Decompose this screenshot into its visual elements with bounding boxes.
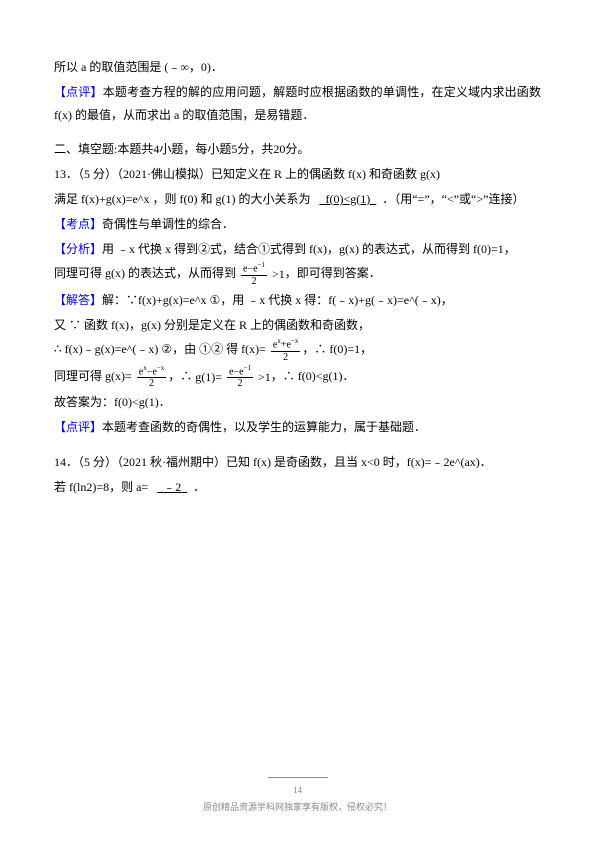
q13-stem-after: ．（用“=”，“<”或“>”连接） (382, 192, 524, 206)
dianping-tag-2: 【点评】 (54, 420, 102, 434)
fenxi-l2: 同理可得 g(x) 的表达式，从而得到 (54, 266, 236, 280)
page-number: 14 (0, 782, 595, 799)
q13-blank: f(0)<g(1) (313, 192, 382, 206)
inline-frac-3: ex−e−x 2 (137, 365, 166, 389)
jieda-l3: ∴ f(x)﹣g(x)=e^(﹣x) ②，由 ①② 得 f(x)= ex+e−x… (54, 338, 541, 362)
q13-jieda: 【解答】解：∵f(x)+g(x)=e^x ①，用 ﹣x 代换 x 得：f(﹣x)… (54, 289, 541, 312)
jieda-l2: 又 ∵ 函数 f(x)，g(x) 分别是定义在 R 上的偶函数和奇函数， (54, 314, 541, 337)
q14-blank: ﹣2 (151, 480, 193, 494)
q14-stem: 14．（5 分）（2021 秋·福州期中）已知 f(x) 是奇函数，且当 x<0… (54, 451, 541, 474)
q14-l2: 若 f(ln2)=8，则 a= ﹣2 ． (54, 476, 541, 499)
kaodian-body: 奇偶性与单调性的综合． (102, 217, 234, 231)
q13-stem-pre: （5 分）（2021·佛山模拟）已知定义在 R 上的偶函数 f(x) 和奇函数 … (78, 167, 440, 181)
fenxi-body: 用 ﹣x 代换 x 得到②式，结合①式得到 f(x)，g(x) 的表达式，从而得… (102, 242, 516, 256)
jieda-l1: 解：∵f(x)+g(x)=e^x ①，用 ﹣x 代换 x 得：f(﹣x)+g(﹣… (102, 293, 453, 307)
fenxi-tag: 【分析】 (54, 242, 102, 256)
footer-rule (268, 777, 328, 778)
page-footer: 14 原创精品资源学科网独家享有版权，侵权必究！ (0, 773, 595, 816)
q13-fenxi: 【分析】用 ﹣x 代换 x 得到②式，结合①式得到 f(x)，g(x) 的表达式… (54, 238, 541, 261)
q13-kaodian: 【考点】奇偶性与单调性的综合． (54, 213, 541, 236)
dianping-body: 本题考查函数的奇偶性，以及学生的运算能力，属于基础题． (102, 420, 426, 434)
inline-frac-4: e−e−1 2 (227, 365, 253, 389)
q13-stem: 13．（5 分）（2021·佛山模拟）已知定义在 R 上的偶函数 f(x) 和奇… (54, 163, 541, 186)
q13-stem-l2a: 满足 f(x)+g(x)=e^x ，则 f(0) 和 g(1) 的大小关系为 (54, 192, 310, 206)
q13-dianping: 【点评】本题考查函数的奇偶性，以及学生的运算能力，属于基础题． (54, 416, 541, 439)
inline-frac: e−e−1 2 (241, 262, 267, 286)
section-header: 二、填空题:本题共4小题，每小题5分，共20分。 (54, 138, 541, 161)
fenxi-l3: ，即可得到答案． (285, 266, 381, 280)
q14-l2a: 若 f(ln2)=8，则 a= (54, 480, 148, 494)
comment1: 【点评】本题考查方程的解的应用问题，解题时应根据函数的单调性，在定义域内求出函数… (54, 81, 541, 127)
jieda-l4a: 同理可得 g(x)= (54, 369, 132, 383)
q14-num: 14． (54, 455, 78, 469)
line-so: 所以 a 的取值范围是 (﹣∞，0)． (54, 56, 541, 79)
jieda-l4: 同理可得 g(x)= ex−e−x 2 ，∴ g(1)= e−e−1 2 >1，… (54, 365, 541, 389)
jieda-l5: 故答案为：f(0)<g(1)． (54, 391, 541, 414)
q13-num: 13． (54, 167, 78, 181)
q13-fenxi-l2: 同理可得 g(x) 的表达式，从而得到 e−e−1 2 >1，即可得到答案． (54, 262, 541, 286)
jieda-l4b: ，∴ (168, 369, 192, 383)
q14-after: ． (193, 480, 205, 494)
jieda-tag: 【解答】 (54, 293, 102, 307)
inline-frac-2: ex+e−x 2 (271, 338, 300, 362)
jieda-l4c: ，∴ f(0)<g(1)． (271, 369, 355, 383)
dianping-tag: 【点评】 (54, 85, 103, 99)
q13-stem-l2: 满足 f(x)+g(x)=e^x ，则 f(0) 和 g(1) 的大小关系为 f… (54, 188, 541, 211)
jieda-l3a: ∴ f(x)﹣g(x)=e^(﹣x) ②，由 ①② 得 f(x)= (54, 342, 266, 356)
kaodian-tag: 【考点】 (54, 217, 102, 231)
jieda-l3b: ，∴ f(0)=1， (302, 342, 372, 356)
document-body: 所以 a 的取值范围是 (﹣∞，0)． 【点评】本题考查方程的解的应用问题，解题… (54, 56, 541, 498)
copyright-text: 原创精品资源学科网独家享有版权，侵权必究！ (0, 799, 595, 816)
q14-pre: （5 分）（2021 秋·福州期中）已知 f(x) 是奇函数，且当 x<0 时，… (78, 455, 492, 469)
comment1-text: 本题考查方程的解的应用问题，解题时应根据函数的单调性，在定义域内求出函数 f(x… (54, 85, 541, 122)
